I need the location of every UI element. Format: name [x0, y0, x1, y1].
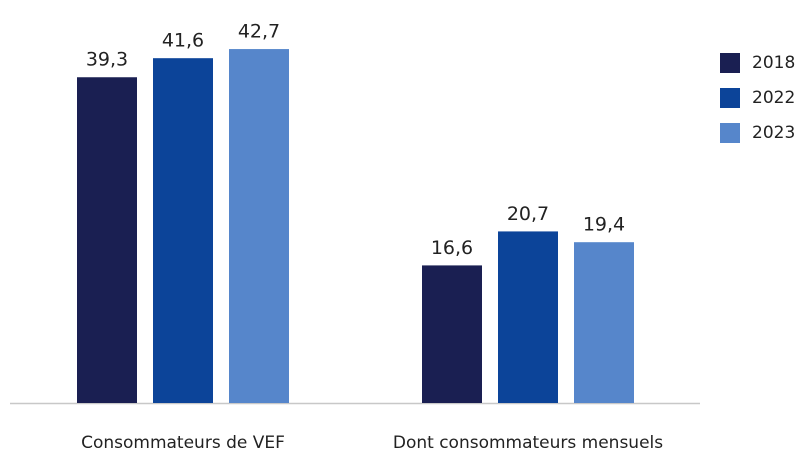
bar [153, 58, 213, 403]
data-label: 39,3 [86, 49, 128, 71]
legend-swatch [720, 88, 740, 108]
bar [422, 265, 482, 403]
data-label: 16,6 [431, 237, 473, 259]
legend-swatch [720, 53, 740, 73]
bar [77, 77, 137, 403]
bar [229, 49, 289, 403]
bar [574, 242, 634, 403]
data-label: 19,4 [583, 214, 625, 236]
x-tick-label: Consommateurs de VEF [81, 433, 285, 453]
data-label: 42,7 [238, 21, 280, 43]
legend-swatch [720, 123, 740, 143]
data-label: 20,7 [507, 203, 549, 225]
x-tick-label: Dont consommateurs mensuels [393, 433, 663, 453]
legend-label: 2023 [752, 123, 795, 143]
legend-label: 2022 [752, 88, 795, 108]
data-label: 41,6 [162, 30, 204, 52]
bar [498, 231, 558, 403]
legend-label: 2018 [752, 53, 795, 73]
